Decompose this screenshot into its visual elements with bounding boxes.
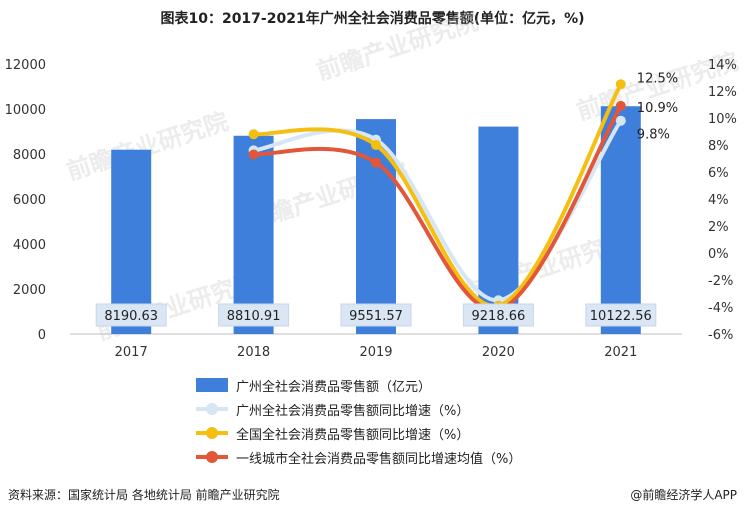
right-tick-label: 4% [708, 193, 729, 208]
bar-value-label: 8810.91 [227, 309, 281, 324]
x-tick-label: 2019 [359, 345, 392, 360]
bar-value-label: 9551.57 [349, 309, 403, 324]
x-tick-label: 2021 [604, 345, 637, 360]
left-tick-label: 8000 [13, 148, 46, 163]
legend-swatch-guangzhou-growth [196, 402, 228, 416]
bar [600, 106, 641, 334]
right-tick-label: -6% [708, 328, 733, 343]
legend-swatch-tier1-growth [196, 450, 228, 464]
left-tick-label: 4000 [13, 238, 46, 253]
point-tier1-growth [248, 149, 259, 160]
right-tick-label: 2% [708, 220, 729, 235]
right-tick-label: 6% [708, 166, 729, 181]
point-national-growth [248, 129, 259, 140]
bar-value-label: 9218.66 [472, 309, 526, 324]
bar [111, 149, 152, 334]
x-tick-label: 2020 [482, 345, 515, 360]
bar-label-bg [462, 303, 534, 327]
right-tick-label: 8% [708, 139, 729, 154]
bar-value-label: 10122.56 [590, 309, 652, 324]
legend-label-bar: 广州全社会消费品零售额（亿元） [236, 379, 432, 395]
bar-label-bg [95, 303, 167, 327]
point-national-growth [615, 79, 626, 90]
bar-label-bg [218, 303, 290, 327]
legend-item-guangzhou-growth: 广州全社会消费品零售额同比增速（%） [196, 398, 521, 420]
point-tier1-growth [371, 157, 381, 168]
left-tick-label: 10000 [5, 103, 46, 118]
end-value-label: 9.8% [637, 128, 670, 143]
bar-label-bg [340, 303, 412, 327]
right-tick-label: -2% [708, 274, 733, 289]
legend-label-national-growth: 全国全社会消费品零售额同比增速（%） [236, 427, 470, 443]
legend-label-tier1-growth: 一线城市全社会消费品零售额同比增速均值（%） [236, 451, 522, 467]
legend-swatch-national-growth [196, 426, 228, 440]
right-tick-label: 10% [708, 112, 737, 127]
end-value-label: 12.5% [637, 71, 678, 86]
legend-item-tier1-growth: 一线城市全社会消费品零售额同比增速均值（%） [196, 446, 521, 468]
line-tier1-growth [251, 103, 623, 312]
bar-value-label: 8190.63 [104, 309, 158, 324]
legend-swatch-bar [196, 378, 228, 392]
point-tier1-growth [615, 100, 626, 111]
left-tick-label: 0 [38, 328, 46, 343]
right-tick-label: 14% [708, 58, 737, 73]
x-tick-label: 2018 [237, 345, 270, 360]
chart-canvas: 前瞻产业研究院前瞻产业研究院前瞻产业研究院前瞻产业研究院前瞻产业研究院前瞻产业研… [5, 7, 742, 360]
legend-label-guangzhou-growth: 广州全社会消费品零售额同比增速（%） [236, 403, 470, 419]
left-tick-label: 6000 [13, 193, 46, 208]
right-tick-label: 12% [708, 85, 737, 100]
legend: 广州全社会消费品零售额（亿元） 广州全社会消费品零售额同比增速（%） 全国全社会… [196, 374, 521, 470]
bar [233, 135, 274, 334]
end-value-label: 10.9% [637, 101, 678, 116]
watermark-1: 前瞻产业研究院 [313, 7, 481, 86]
source-note: 资料来源：国家统计局 各地统计局 前瞻产业研究院 [8, 488, 280, 502]
point-national-growth [371, 140, 381, 150]
bar-label-bg [585, 303, 657, 327]
left-tick-label: 2000 [13, 283, 46, 298]
brand-credit: @前瞻经济学人APP [630, 488, 737, 502]
line-guangzhou-growth [251, 118, 623, 303]
left-tick-label: 12000 [5, 58, 46, 73]
legend-item-bar: 广州全社会消费品零售额（亿元） [196, 374, 521, 396]
chart-title: 图表10：2017-2021年广州全社会消费品零售额(单位：亿元，%) [160, 11, 585, 27]
legend-item-national-growth: 全国全社会消费品零售额同比增速（%） [196, 422, 521, 444]
point-guangzhou-growth [615, 115, 626, 126]
line-national-growth [251, 82, 623, 308]
right-tick-label: -4% [708, 301, 733, 316]
x-tick-label: 2017 [115, 345, 148, 360]
right-tick-label: 0% [708, 247, 729, 262]
